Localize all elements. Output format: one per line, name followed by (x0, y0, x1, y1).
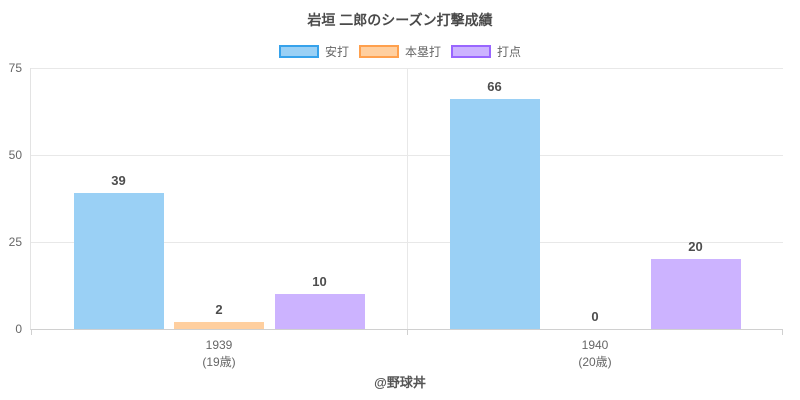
legend-label: 本塁打 (404, 44, 441, 59)
watermark-credit: @野球丼 (374, 375, 426, 390)
y-axis-tick-label: 25 (8, 235, 22, 249)
legend-label: 安打 (324, 44, 349, 59)
bar-value-label: 39 (111, 173, 126, 188)
legend-swatch-icon (358, 44, 399, 58)
chart-title: 岩垣 二郎のシーズン打撃成績 (307, 12, 493, 28)
legend-swatch-icon (278, 44, 319, 58)
bar-value-label: 66 (487, 79, 502, 94)
legend-label: 打点 (497, 44, 522, 59)
legend-item-2[interactable]: 本塁打 (358, 43, 441, 60)
bar-1940-安打[interactable] (449, 99, 540, 329)
y-axis-tick-label: 75 (8, 61, 22, 75)
category-boundary-gridline (407, 68, 408, 335)
bar-1939-打点[interactable] (274, 294, 365, 329)
x-axis-tick-mark (407, 329, 408, 335)
bar-1939-安打[interactable] (73, 193, 164, 329)
legend-item-3[interactable]: 打点 (451, 43, 521, 60)
bar-value-label: 20 (688, 239, 703, 254)
x-axis-tick-mark (782, 329, 783, 335)
bar-value-label: 10 (312, 274, 327, 289)
x-axis-category-label: 1940 (20歳) (578, 338, 612, 369)
bar-value-label: 0 (591, 309, 599, 324)
y-axis-tick-label: 0 (15, 322, 22, 336)
plot-area: 0 25 50 75 39 2 10 1939 (19歳) 66 0 20 1940 (20歳) (9, 61, 783, 369)
x-axis-tick-mark (31, 329, 32, 335)
legend-item-1[interactable]: 安打 (278, 43, 349, 60)
y-axis-tick-label: 50 (8, 148, 22, 162)
bar-value-label: 2 (215, 302, 223, 317)
bar-1940-打点[interactable] (650, 259, 741, 329)
x-axis-category-label: 1939 (19歳) (202, 338, 236, 369)
legend-swatch-icon (451, 44, 491, 58)
legend: 安打 本塁打 打点 (0, 43, 800, 59)
bar-1939-本塁打[interactable] (174, 322, 264, 329)
